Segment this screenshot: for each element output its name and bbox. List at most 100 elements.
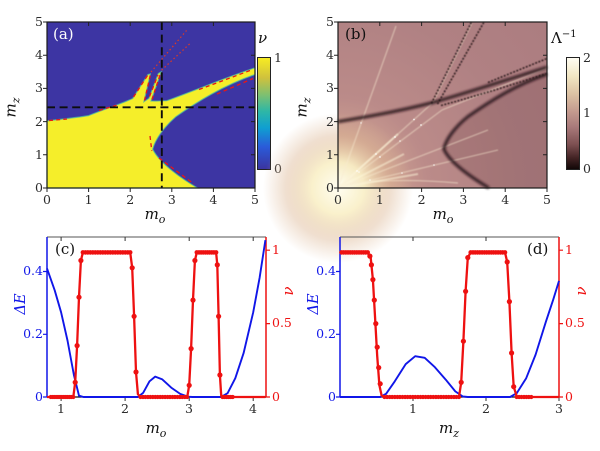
- data-marker: [190, 297, 196, 303]
- panel-b-colorbar-tick-2: 2: [583, 50, 591, 65]
- panel-c-ytick-right: 0.5: [272, 315, 292, 330]
- panel-a-xtick: 0: [43, 192, 51, 207]
- data-marker: [460, 338, 466, 344]
- panel-d-ytick-right: 1: [565, 242, 573, 257]
- data-marker: [216, 313, 222, 319]
- panel-c-ytick-right: 0: [272, 389, 280, 404]
- panel-d-right-tick-marks: [559, 249, 563, 398]
- data-marker: [456, 394, 462, 400]
- panel-a-ytick: 3: [35, 80, 43, 95]
- panel-a-dotted-trails: [150, 30, 191, 73]
- data-marker: [463, 288, 469, 294]
- panel-c-line-chart: [43, 236, 270, 401]
- panel-a-xtick: 4: [209, 192, 218, 207]
- panel-b-ytick: 0: [326, 180, 334, 195]
- panel-b-colorbar-label: Λ−1: [551, 29, 577, 47]
- panel-d-ytick-left: 0: [328, 389, 336, 404]
- ylabel-sub: z: [9, 97, 23, 104]
- panel-a-xtick: 1: [84, 192, 93, 207]
- panel-b-colorbar-tick-0: 0: [583, 161, 591, 176]
- panel-d-left-tick-marks: [336, 270, 340, 398]
- xlabel-sub: z: [453, 427, 460, 440]
- panel-c-label: (c): [55, 240, 76, 258]
- panel-b-colorbar: [566, 57, 580, 170]
- panel-d-curve-left: [340, 280, 560, 398]
- data-marker: [129, 265, 135, 271]
- data-marker: [509, 350, 515, 356]
- panel-a-xtick: 3: [167, 192, 176, 207]
- data-marker: [506, 299, 512, 305]
- panel-b-ytick: 4: [326, 47, 334, 62]
- panel-a-colorbar: [257, 57, 271, 170]
- data-marker: [78, 257, 84, 264]
- xlabel-base: m: [144, 205, 159, 223]
- data-marker: [367, 253, 373, 259]
- panel-b-xtick: 2: [417, 192, 426, 207]
- panel-b-ytick: 2: [326, 114, 334, 129]
- panel-b-xtick: 5: [543, 192, 551, 207]
- panel-d-ytick-right: 0: [565, 389, 573, 404]
- xlabel-sub: o: [158, 213, 166, 226]
- panel-b-xtick: 0: [334, 192, 342, 207]
- data-marker: [192, 257, 198, 264]
- panel-b-dark-lobe: [443, 74, 547, 188]
- data-marker: [374, 344, 380, 350]
- data-marker: [131, 313, 137, 319]
- panel-a-ytick: 5: [35, 14, 43, 29]
- panel-d-xtick: 2: [482, 401, 490, 416]
- panel-a-ytick: 2: [35, 114, 43, 129]
- ylabel-base: m: [292, 103, 311, 118]
- panel-b-tick-marks: [334, 21, 548, 192]
- panel-a-colorbar-tick-1: 1: [274, 50, 282, 65]
- panel-d-label: (d): [527, 240, 549, 258]
- data-marker: [373, 321, 379, 327]
- panel-b-xlabel: mo: [428, 205, 458, 226]
- panel-b-heatmap: [263, 21, 548, 263]
- panel-c-xtick: 1: [57, 401, 65, 416]
- data-marker: [371, 297, 377, 303]
- panel-c-ytick-right: 1: [272, 242, 280, 257]
- data-marker: [458, 379, 464, 385]
- data-marker: [230, 394, 235, 400]
- data-marker: [72, 379, 78, 385]
- xlabel-sub: o: [159, 427, 167, 440]
- panel-c-ylabel-left: ΔE: [13, 293, 29, 315]
- panel-d-ytick-left: 0.4: [316, 263, 336, 278]
- xlabel-sub: o: [446, 213, 454, 226]
- panel-c-ytick-left: 0.4: [23, 263, 43, 278]
- data-marker: [502, 250, 508, 255]
- panel-b-ytick: 5: [326, 14, 334, 29]
- panel-a-label: (a): [53, 25, 74, 43]
- data-marker: [217, 372, 223, 378]
- panel-d-curve-right: [340, 251, 559, 399]
- panel-a-ytick: 1: [35, 147, 43, 162]
- panel-b-box: [337, 21, 548, 189]
- data-marker: [377, 381, 383, 387]
- panel-a-box: [46, 21, 256, 189]
- panel-b-label: (b): [345, 25, 367, 43]
- data-marker: [76, 294, 82, 300]
- lambda-exponent: −1: [561, 29, 577, 40]
- panel-a-nu1-region: [46, 66, 256, 189]
- panel-b-ylabel: mz: [293, 94, 314, 122]
- panel-d-ytick-left: 0.2: [316, 326, 336, 341]
- panel-a-tick-marks: [43, 21, 256, 192]
- ylabel-sub: z: [300, 97, 314, 104]
- data-marker: [529, 394, 534, 400]
- panel-c-xtick: 4: [249, 401, 257, 416]
- data-marker: [188, 346, 194, 352]
- panel-d-ytick-right: 0.5: [565, 315, 585, 330]
- panel-a-phase-boundary-red-dashes: [48, 69, 254, 185]
- panel-b-xtick: 1: [375, 192, 384, 207]
- data-marker: [213, 250, 219, 255]
- data-marker: [368, 262, 374, 268]
- ylabel-base: m: [1, 103, 20, 118]
- panel-d-line-chart: [336, 236, 563, 401]
- panel-a-xtick: 5: [251, 192, 259, 207]
- panel-a-ylabel: mz: [2, 94, 23, 122]
- panel-c-left-tick-marks: [43, 270, 47, 398]
- panel-d-data-markers: [339, 250, 534, 400]
- panel-d-ylabel-right: ν: [572, 286, 590, 296]
- panel-a-xtick: 2: [126, 192, 135, 207]
- xlabel-base: m: [432, 205, 447, 223]
